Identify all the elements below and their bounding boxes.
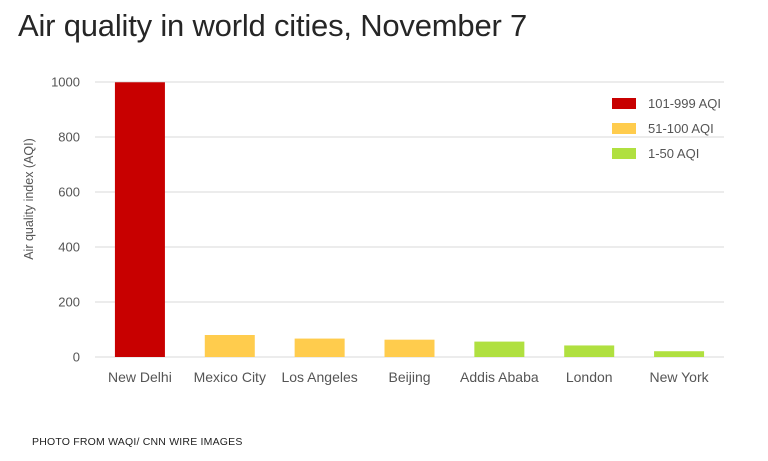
y-tick-label: 400 <box>58 240 80 255</box>
x-tick-label: New Delhi <box>108 369 172 385</box>
x-tick-label: Beijing <box>388 369 430 385</box>
x-tick-label: London <box>566 369 613 385</box>
legend: 101-999 AQI 51-100 AQI 1-50 AQI <box>612 96 721 161</box>
bar-addis-ababa <box>474 341 525 357</box>
y-tick-label: 1000 <box>51 75 80 90</box>
x-tick-label: Los Angeles <box>281 369 357 385</box>
bar-london <box>564 345 615 357</box>
legend-label: 101-999 AQI <box>648 96 721 111</box>
bar-beijing <box>384 339 435 357</box>
x-tick-label: Mexico City <box>194 369 266 385</box>
bars <box>114 82 705 358</box>
bar-new-delhi <box>114 82 165 358</box>
photo-credit: PHOTO FROM WAQI/ CNN WIRE IMAGES <box>32 436 243 448</box>
legend-swatch <box>612 123 636 134</box>
legend-swatch <box>612 98 636 109</box>
legend-label: 1-50 AQI <box>648 146 699 161</box>
bar-mexico-city <box>204 335 255 357</box>
bar-new-york <box>654 351 705 357</box>
x-tick-label: Addis Ababa <box>460 369 539 385</box>
chart-title: Air quality in world cities, November 7 <box>18 8 528 43</box>
x-tick-label: New York <box>649 369 709 385</box>
y-tick-label: 0 <box>73 350 80 365</box>
y-axis-ticks: 0 200 400 600 800 1000 <box>51 75 80 365</box>
y-axis-label: Air quality index (AQI) <box>22 138 36 260</box>
x-axis-ticks: New Delhi Mexico City Los Angeles Beijing Ad… <box>108 369 710 385</box>
legend-label: 51-100 AQI <box>648 121 714 136</box>
legend-swatch <box>612 148 636 159</box>
bar-los-angeles <box>294 338 345 357</box>
y-tick-label: 200 <box>58 295 80 310</box>
gridlines <box>95 81 724 358</box>
y-tick-label: 600 <box>58 185 80 200</box>
y-tick-label: 800 <box>58 130 80 145</box>
